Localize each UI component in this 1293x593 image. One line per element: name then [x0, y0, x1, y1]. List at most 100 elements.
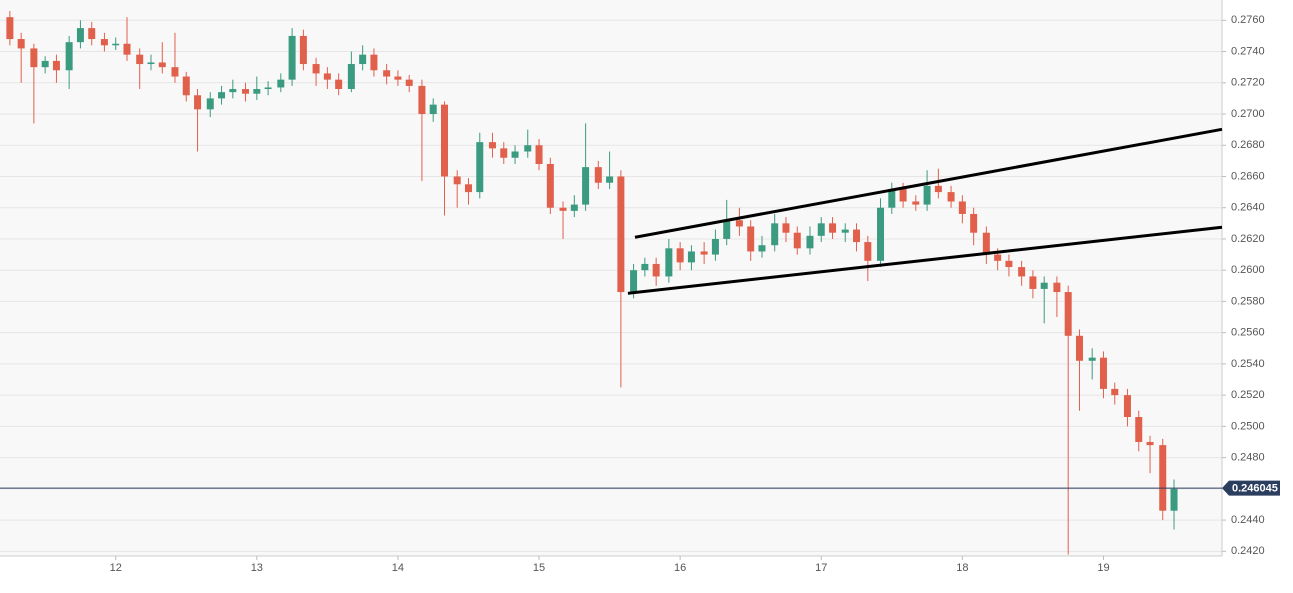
candle-body	[1099, 357, 1107, 389]
y-tick-label: 0.2600	[1231, 264, 1265, 276]
candle-body	[1053, 282, 1061, 293]
candle-body	[546, 163, 554, 208]
candle-body	[312, 64, 320, 74]
candle-body	[617, 176, 625, 293]
candle-body	[1040, 282, 1048, 289]
candle-body	[994, 254, 1002, 261]
y-tick-label: 0.2640	[1231, 202, 1265, 214]
candle-body	[793, 232, 801, 249]
candle-body	[735, 220, 743, 227]
candle-body	[1135, 417, 1143, 442]
candle-body	[429, 104, 437, 115]
candle-body	[641, 263, 649, 271]
candle-body	[147, 62, 155, 65]
y-tick-label: 0.2580	[1231, 295, 1265, 307]
candle-body	[1088, 357, 1096, 361]
candle-body	[1029, 276, 1037, 289]
y-tick-label: 0.2540	[1231, 358, 1265, 370]
candle-body	[652, 263, 660, 277]
candle-body	[453, 176, 461, 185]
y-tick-label: 0.2440	[1231, 514, 1265, 526]
candle-body	[1064, 292, 1072, 336]
candle-body	[405, 79, 413, 86]
candle-body	[1005, 260, 1013, 268]
candle-body	[888, 188, 896, 208]
candle-body	[288, 35, 296, 80]
candle-body	[723, 220, 731, 239]
price-label: 0.246045	[1232, 483, 1278, 495]
candle-body	[665, 248, 673, 277]
candle-body	[829, 223, 837, 233]
candle-body	[335, 79, 343, 90]
candle-body	[594, 167, 602, 183]
candle-body	[394, 76, 402, 80]
candle-body	[347, 64, 355, 90]
candle-body	[511, 151, 519, 158]
candle-body	[100, 39, 108, 46]
candle-body	[912, 201, 920, 205]
trend-line	[627, 225, 1223, 295]
candle-body	[1075, 335, 1083, 361]
candle-body	[1018, 267, 1026, 277]
candle-body	[711, 238, 719, 255]
candle-body	[418, 85, 426, 115]
candle-body	[229, 89, 237, 93]
candle-body	[1170, 488, 1178, 511]
candle-body	[700, 251, 708, 255]
candle-body	[535, 145, 543, 164]
candle-body	[606, 176, 614, 183]
candle-body	[41, 60, 49, 68]
x-tick-label: 17	[815, 562, 827, 574]
candle-body	[1111, 388, 1119, 396]
candle-body	[158, 62, 166, 68]
candle-body	[6, 17, 14, 40]
candle-body	[899, 188, 907, 202]
candle-body	[65, 42, 73, 71]
candle-body	[934, 185, 942, 193]
candle-body	[52, 60, 60, 71]
x-tick-label: 18	[956, 562, 968, 574]
candle-body	[630, 270, 638, 293]
candle-body	[299, 35, 307, 65]
candle-body	[877, 207, 885, 261]
candle-body	[277, 79, 285, 88]
plot-area	[0, 0, 1222, 556]
candle-body	[123, 43, 131, 55]
y-tick-label: 0.2700	[1231, 108, 1265, 120]
candle-body	[687, 251, 695, 263]
candle-body	[76, 28, 84, 43]
candle-body	[1123, 395, 1131, 417]
candle-body	[17, 39, 25, 49]
candle-body	[383, 70, 391, 77]
candle-body	[171, 67, 179, 77]
candle-body	[1146, 441, 1154, 446]
candle-body	[359, 54, 367, 65]
candle-body	[182, 76, 190, 96]
candle-body	[1159, 445, 1167, 511]
candle-body	[194, 95, 202, 110]
candle-body	[958, 201, 966, 214]
candle-body	[559, 207, 567, 211]
candle-body	[476, 142, 484, 193]
y-tick-label: 0.2500	[1231, 420, 1265, 432]
candle-body	[841, 229, 849, 233]
y-tick-label: 0.2560	[1231, 327, 1265, 339]
candle-body	[136, 54, 144, 65]
x-tick-label: 14	[392, 562, 404, 574]
y-tick-label: 0.2660	[1231, 170, 1265, 182]
candle-body	[218, 92, 226, 99]
candle-body	[771, 223, 779, 246]
candle-body	[440, 104, 448, 177]
candle-body	[30, 48, 38, 68]
candle-body	[524, 145, 532, 152]
y-tick-label: 0.2620	[1231, 233, 1265, 245]
candle-body	[923, 185, 931, 205]
candle-body	[582, 167, 590, 205]
y-tick-label: 0.2520	[1231, 389, 1265, 401]
x-tick-label: 16	[674, 562, 686, 574]
candle-body	[853, 229, 861, 243]
y-tick-label: 0.2740	[1231, 45, 1265, 57]
candle-body	[747, 226, 755, 252]
trend-line	[634, 127, 1223, 239]
